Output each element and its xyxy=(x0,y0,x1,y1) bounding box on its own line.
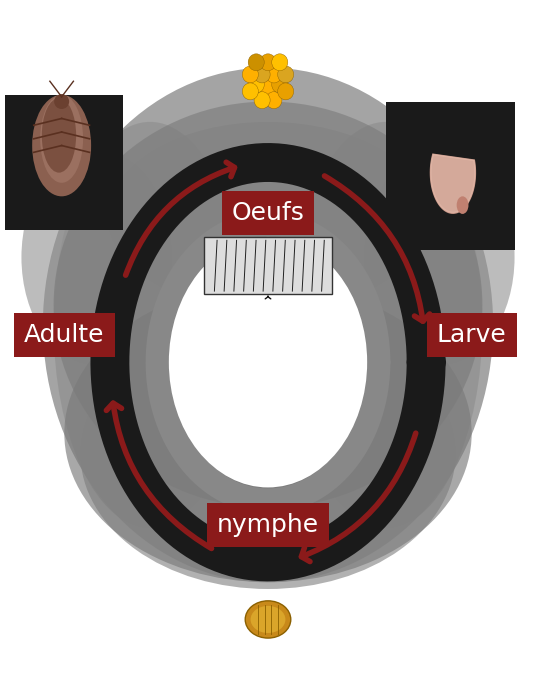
Ellipse shape xyxy=(54,94,69,109)
Ellipse shape xyxy=(43,68,493,582)
Ellipse shape xyxy=(260,54,276,70)
Ellipse shape xyxy=(42,98,76,173)
Ellipse shape xyxy=(64,284,472,582)
Ellipse shape xyxy=(242,83,258,100)
Text: Oeufs: Oeufs xyxy=(232,201,304,225)
Polygon shape xyxy=(430,154,475,213)
Ellipse shape xyxy=(169,237,367,487)
Ellipse shape xyxy=(54,102,482,508)
Ellipse shape xyxy=(248,76,264,93)
Ellipse shape xyxy=(54,122,247,528)
Ellipse shape xyxy=(266,66,282,83)
FancyBboxPatch shape xyxy=(386,102,515,250)
Ellipse shape xyxy=(254,92,270,108)
Ellipse shape xyxy=(250,606,286,633)
Text: Adulte: Adulte xyxy=(24,323,105,347)
Ellipse shape xyxy=(254,66,270,83)
Ellipse shape xyxy=(260,79,276,96)
Ellipse shape xyxy=(272,54,288,70)
Ellipse shape xyxy=(266,92,282,108)
Ellipse shape xyxy=(21,149,172,366)
FancyBboxPatch shape xyxy=(5,95,123,230)
Ellipse shape xyxy=(245,601,291,638)
Ellipse shape xyxy=(457,196,468,214)
Ellipse shape xyxy=(278,83,294,100)
Ellipse shape xyxy=(40,95,83,183)
Text: nymphe: nymphe xyxy=(217,512,319,537)
Ellipse shape xyxy=(272,76,288,93)
Ellipse shape xyxy=(278,66,294,83)
Ellipse shape xyxy=(32,95,91,196)
Ellipse shape xyxy=(107,122,429,311)
Ellipse shape xyxy=(242,66,258,83)
Ellipse shape xyxy=(364,149,515,366)
Text: Larve: Larve xyxy=(437,323,507,347)
Ellipse shape xyxy=(289,122,482,528)
Ellipse shape xyxy=(248,54,264,70)
Ellipse shape xyxy=(80,318,456,589)
Polygon shape xyxy=(431,154,475,213)
FancyBboxPatch shape xyxy=(204,237,332,294)
